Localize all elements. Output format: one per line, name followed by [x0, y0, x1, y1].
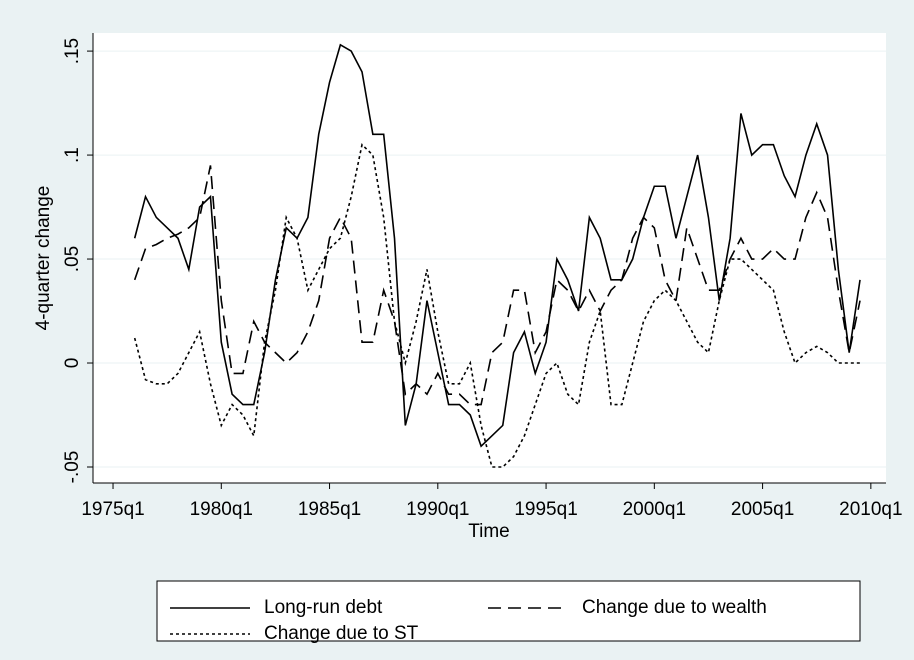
- y-tick-label: .05: [62, 246, 83, 272]
- x-axis-title: Time: [468, 521, 510, 542]
- y-tick-label: .15: [62, 38, 83, 64]
- series-line: [133, 143, 861, 468]
- y-tick-label: -.05: [62, 451, 83, 484]
- x-tick-label: 1980q1: [190, 499, 253, 520]
- legend-label: Long-run debt: [264, 597, 383, 618]
- x-tick-label: 1975q1: [81, 499, 144, 520]
- x-tick-label: 2000q1: [623, 499, 686, 520]
- y-axis-title: 4-quarter change: [33, 186, 54, 331]
- x-tick-label: 1990q1: [406, 499, 469, 520]
- legend: [156, 580, 861, 642]
- y-tick-label: .1: [62, 147, 83, 163]
- plot-region: [93, 33, 886, 483]
- x-tick-label: 2005q1: [731, 499, 794, 520]
- series-line: [133, 165, 861, 406]
- x-tick-label: 1995q1: [514, 499, 577, 520]
- y-tick-label: 0: [62, 358, 83, 369]
- series-line: [133, 43, 861, 448]
- x-tick-label: 1985q1: [298, 499, 361, 520]
- legend-label: Change due to ST: [264, 623, 419, 644]
- x-tick-label: 2010q1: [839, 499, 902, 520]
- lines: [133, 43, 861, 468]
- legend-label: Change due to wealth: [582, 597, 767, 618]
